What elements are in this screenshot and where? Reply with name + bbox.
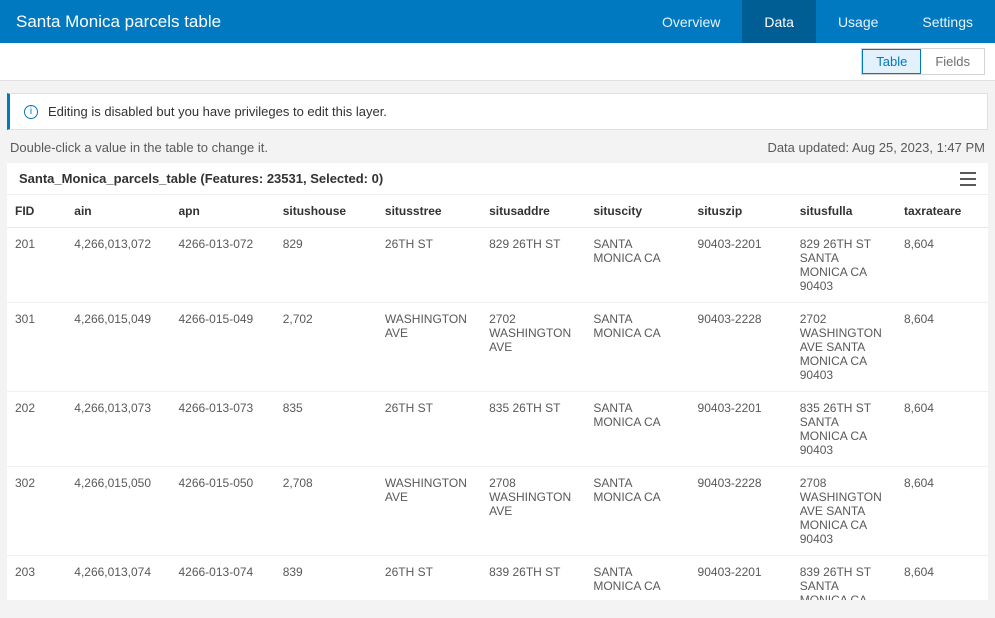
cell-ain[interactable]: 4,266,015,049 (66, 303, 170, 392)
cell-apn[interactable]: 4266-013-072 (170, 228, 274, 303)
cell-fid[interactable]: 201 (7, 228, 66, 303)
nav-tab-overview[interactable]: Overview (640, 0, 742, 43)
info-banner-container: i Editing is disabled but you have privi… (0, 81, 995, 140)
table-row[interactable]: 3014,266,015,0494266-015-0492,702WASHING… (7, 303, 988, 392)
column-header-situsstree[interactable]: situsstree (377, 195, 481, 228)
cell-situsaddre[interactable]: 2702 WASHINGTON AVE (481, 303, 585, 392)
column-header-situszip[interactable]: situszip (690, 195, 792, 228)
column-header-taxrateare[interactable]: taxrateare (896, 195, 988, 228)
cell-situshouse[interactable]: 2,708 (275, 467, 377, 556)
cell-situsaddre[interactable]: 829 26TH ST (481, 228, 585, 303)
cell-situshouse[interactable]: 839 (275, 556, 377, 601)
hint-row: Double-click a value in the table to cha… (0, 140, 995, 163)
cell-situscity[interactable]: SANTA MONICA CA (585, 392, 689, 467)
cell-taxrateare[interactable]: 8,604 (896, 556, 988, 601)
column-header-ain[interactable]: ain (66, 195, 170, 228)
cell-apn[interactable]: 4266-013-073 (170, 392, 274, 467)
cell-situsstree[interactable]: 26TH ST (377, 392, 481, 467)
cell-taxrateare[interactable]: 8,604 (896, 467, 988, 556)
column-header-situsfulla[interactable]: situsfulla (792, 195, 896, 228)
cell-taxrateare[interactable]: 8,604 (896, 392, 988, 467)
cell-situsstree[interactable]: 26TH ST (377, 556, 481, 601)
table-row[interactable]: 3024,266,015,0504266-015-0502,708WASHING… (7, 467, 988, 556)
column-header-fid[interactable]: FID (7, 195, 66, 228)
cell-fid[interactable]: 302 (7, 467, 66, 556)
cell-taxrateare[interactable]: 8,604 (896, 228, 988, 303)
cell-situszip[interactable]: 90403-2201 (690, 392, 792, 467)
table-row[interactable]: 2034,266,013,0744266-013-07483926TH ST83… (7, 556, 988, 601)
sub-toolbar: TableFields (0, 43, 995, 81)
cell-situsstree[interactable]: 26TH ST (377, 228, 481, 303)
cell-situsstree[interactable]: WASHINGTON AVE (377, 467, 481, 556)
cell-situszip[interactable]: 90403-2228 (690, 467, 792, 556)
data-table: FIDainapnsitushousesitusstreesitusaddres… (7, 195, 988, 600)
column-header-situshouse[interactable]: situshouse (275, 195, 377, 228)
cell-situshouse[interactable]: 2,702 (275, 303, 377, 392)
nav-tab-settings[interactable]: Settings (900, 0, 995, 43)
cell-situsfulla[interactable]: 839 26TH ST SANTA MONICA CA 90403 (792, 556, 896, 601)
cell-situsaddre[interactable]: 2708 WASHINGTON AVE (481, 467, 585, 556)
cell-apn[interactable]: 4266-015-049 (170, 303, 274, 392)
table-title: Santa_Monica_parcels_table (Features: 23… (19, 171, 383, 186)
cell-situsfulla[interactable]: 835 26TH ST SANTA MONICA CA 90403 (792, 392, 896, 467)
cell-apn[interactable]: 4266-015-050 (170, 467, 274, 556)
cell-fid[interactable]: 301 (7, 303, 66, 392)
cell-situscity[interactable]: SANTA MONICA CA (585, 228, 689, 303)
cell-ain[interactable]: 4,266,013,072 (66, 228, 170, 303)
cell-situszip[interactable]: 90403-2201 (690, 228, 792, 303)
column-header-situscity[interactable]: situscity (585, 195, 689, 228)
column-header-apn[interactable]: apn (170, 195, 274, 228)
table-body: 2014,266,013,0724266-013-07282926TH ST82… (7, 228, 988, 601)
cell-situscity[interactable]: SANTA MONICA CA (585, 467, 689, 556)
cell-situszip[interactable]: 90403-2228 (690, 303, 792, 392)
column-header-situsaddre[interactable]: situsaddre (481, 195, 585, 228)
cell-fid[interactable]: 202 (7, 392, 66, 467)
info-banner-text: Editing is disabled but you have privile… (48, 104, 387, 119)
table-menu-icon[interactable] (960, 172, 976, 186)
cell-situszip[interactable]: 90403-2201 (690, 556, 792, 601)
cell-ain[interactable]: 4,266,013,073 (66, 392, 170, 467)
cell-situscity[interactable]: SANTA MONICA CA (585, 303, 689, 392)
cell-situsfulla[interactable]: 829 26TH ST SANTA MONICA CA 90403 (792, 228, 896, 303)
info-icon: i (24, 105, 38, 119)
table-header-row: FIDainapnsitushousesitusstreesitusaddres… (7, 195, 988, 228)
table-scroll-area[interactable]: FIDainapnsitushousesitusstreesitusaddres… (7, 195, 988, 600)
info-banner: i Editing is disabled but you have privi… (7, 93, 988, 130)
table-title-row: Santa_Monica_parcels_table (Features: 23… (7, 163, 988, 195)
nav-tab-data[interactable]: Data (742, 0, 816, 43)
cell-ain[interactable]: 4,266,013,074 (66, 556, 170, 601)
cell-situsfulla[interactable]: 2708 WASHINGTON AVE SANTA MONICA CA 9040… (792, 467, 896, 556)
toggle-fields[interactable]: Fields (921, 49, 984, 74)
page-title: Santa Monica parcels table (0, 0, 640, 43)
cell-fid[interactable]: 203 (7, 556, 66, 601)
edit-hint-text: Double-click a value in the table to cha… (10, 140, 268, 155)
cell-taxrateare[interactable]: 8,604 (896, 303, 988, 392)
cell-situscity[interactable]: SANTA MONICA CA (585, 556, 689, 601)
data-updated-text: Data updated: Aug 25, 2023, 1:47 PM (767, 140, 985, 155)
data-table-container: Santa_Monica_parcels_table (Features: 23… (7, 163, 988, 600)
cell-ain[interactable]: 4,266,015,050 (66, 467, 170, 556)
cell-situsaddre[interactable]: 839 26TH ST (481, 556, 585, 601)
app-header: Santa Monica parcels table OverviewDataU… (0, 0, 995, 43)
cell-situsstree[interactable]: WASHINGTON AVE (377, 303, 481, 392)
header-nav: OverviewDataUsageSettings (640, 0, 995, 43)
cell-situshouse[interactable]: 829 (275, 228, 377, 303)
cell-situsfulla[interactable]: 2702 WASHINGTON AVE SANTA MONICA CA 9040… (792, 303, 896, 392)
cell-apn[interactable]: 4266-013-074 (170, 556, 274, 601)
table-row[interactable]: 2024,266,013,0734266-013-07383526TH ST83… (7, 392, 988, 467)
table-row[interactable]: 2014,266,013,0724266-013-07282926TH ST82… (7, 228, 988, 303)
view-toggle-group: TableFields (861, 48, 985, 75)
cell-situsaddre[interactable]: 835 26TH ST (481, 392, 585, 467)
toggle-table[interactable]: Table (862, 49, 921, 74)
nav-tab-usage[interactable]: Usage (816, 0, 900, 43)
cell-situshouse[interactable]: 835 (275, 392, 377, 467)
